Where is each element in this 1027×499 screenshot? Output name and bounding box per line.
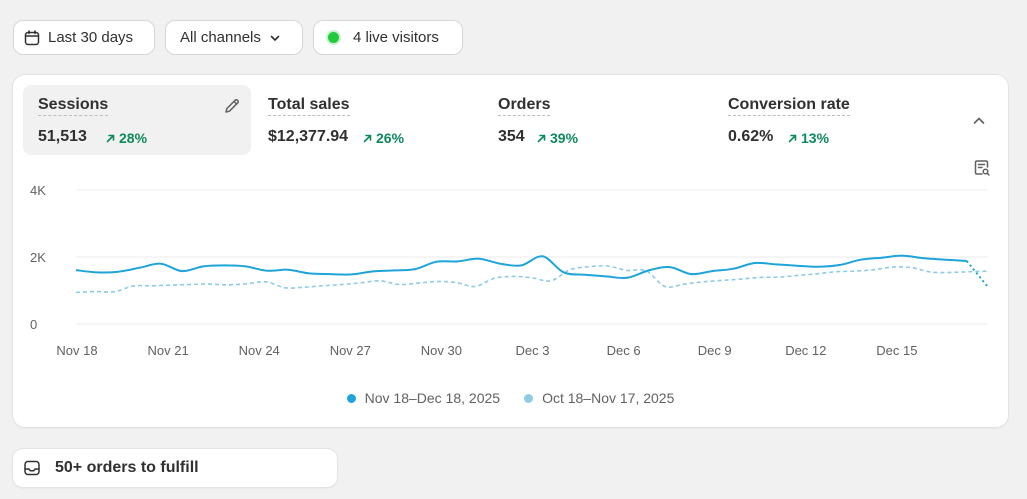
metric-delta: 26% <box>363 130 404 146</box>
x-tick-label: Dec 6 <box>607 343 641 358</box>
legend-label-previous: Oct 18–Nov 17, 2025 <box>542 390 675 406</box>
date-range-label: Last 30 days <box>48 29 134 46</box>
legend-dot-current <box>346 393 356 403</box>
series-line-previous <box>75 264 989 294</box>
legend-label-current: Nov 18–Dec 18, 2025 <box>364 390 501 406</box>
live-visitors-label: 4 live visitors <box>353 29 439 46</box>
metric-value: $12,377.94 <box>268 128 349 145</box>
x-tick-label: Dec 9 <box>698 343 732 358</box>
chart-legend: Nov 18–Dec 18, 2025 Oct 18–Nov 17, 2025 <box>13 390 1008 406</box>
metric-label: Conversion rate <box>728 96 850 116</box>
live-visitors-button[interactable]: 4 live visitors <box>314 21 462 54</box>
x-tick-label: Nov 24 <box>239 343 280 358</box>
legend-item-current[interactable]: Nov 18–Dec 18, 2025 <box>346 390 501 406</box>
metric-total-sales[interactable]: Total sales $12,377.94 26% <box>253 85 481 155</box>
legend-item-previous[interactable]: Oct 18–Nov 17, 2025 <box>524 390 674 406</box>
metric-value: 0.62% <box>728 128 774 145</box>
metric-label: Sessions <box>38 96 109 116</box>
chevron-down-icon <box>270 35 280 41</box>
legend-dot-previous <box>524 393 534 403</box>
channels-label: All channels <box>180 29 261 46</box>
series-line-current-partial <box>966 260 989 288</box>
x-tick-label: Nov 30 <box>421 343 462 358</box>
x-tick-label: Nov 18 <box>56 343 97 358</box>
metric-conversion-rate[interactable]: Conversion rate 0.62% 13% <box>713 85 941 155</box>
series-line-current <box>75 254 967 280</box>
metric-delta: 28% <box>106 130 147 146</box>
pencil-icon[interactable] <box>223 97 241 115</box>
chevron-up-icon[interactable] <box>971 113 987 129</box>
arrow-up-right-icon <box>788 134 797 142</box>
y-tick-label: 0 <box>30 317 37 332</box>
metric-value: 51,513 <box>38 128 87 145</box>
metric-label: Orders <box>498 96 551 116</box>
date-range-button[interactable]: Last 30 days <box>14 21 154 54</box>
report-search-icon[interactable] <box>973 159 991 177</box>
calendar-icon <box>24 29 40 45</box>
metric-sessions[interactable]: Sessions 51,513 28% <box>23 85 251 155</box>
metric-delta: 13% <box>788 130 829 146</box>
arrow-up-right-icon <box>363 134 372 142</box>
inbox-icon <box>24 460 40 476</box>
x-tick-label: Dec 12 <box>785 343 826 358</box>
arrow-up-right-icon <box>106 134 115 142</box>
orders-to-fulfill-button[interactable]: 50+ orders to fulfill <box>13 449 337 487</box>
sessions-line-chart: 4K 2K 0 Nov 18 Nov 21 Nov 24 Nov 27 Nov 30 Dec 3… <box>30 183 989 358</box>
metric-value: 354 <box>498 128 525 145</box>
metric-label: Total sales <box>268 96 350 116</box>
metric-delta: 39% <box>537 130 578 146</box>
live-indicator-dot <box>328 32 339 43</box>
x-tick-label: Dec 3 <box>516 343 550 358</box>
y-tick-label: 4K <box>30 183 46 198</box>
arrow-up-right-icon <box>537 134 546 142</box>
x-tick-label: Dec 15 <box>876 343 917 358</box>
metric-orders[interactable]: Orders 354 39% <box>483 85 711 155</box>
channels-dropdown[interactable]: All channels <box>166 21 302 54</box>
analytics-card: Sessions 51,513 28% Total sales $12,377.… <box>13 75 1008 427</box>
orders-to-fulfill-label: 50+ orders to fulfill <box>55 459 199 476</box>
y-tick-label: 2K <box>30 250 46 265</box>
x-tick-label: Nov 21 <box>147 343 188 358</box>
x-tick-label: Nov 27 <box>330 343 371 358</box>
